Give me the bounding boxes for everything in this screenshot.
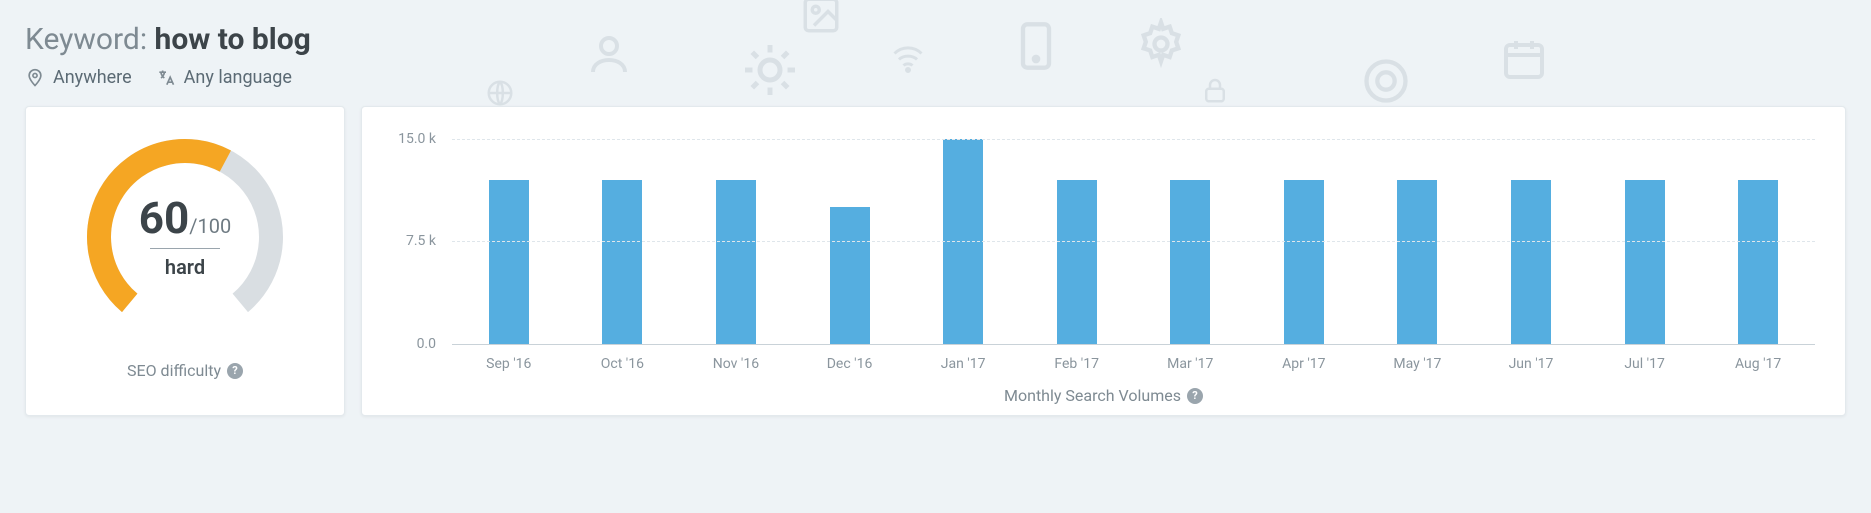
chart-caption: Monthly Search Volumes ? [392, 378, 1815, 405]
score-value: 60 [139, 192, 190, 244]
header: Keyword: how to blog Anywhere Any langua… [0, 0, 1871, 106]
x-tick-label: Apr '17 [1247, 348, 1361, 378]
filters-row: Anywhere Any language [25, 67, 1846, 88]
location-filter[interactable]: Anywhere [25, 67, 132, 88]
bar-slot [793, 125, 907, 344]
x-axis: Sep '16Oct '16Nov '16Dec '16Jan '17Feb '… [452, 348, 1815, 378]
language-value: Any language [184, 67, 292, 88]
help-icon[interactable]: ? [227, 363, 243, 379]
x-tick-label: Oct '16 [566, 348, 680, 378]
x-tick-label: Dec '16 [793, 348, 907, 378]
y-tick-label: 0.0 [417, 336, 436, 352]
x-tick-label: Jan '17 [906, 348, 1020, 378]
bar-slot [906, 125, 1020, 344]
x-tick-label: Jul '17 [1588, 348, 1702, 378]
location-value: Anywhere [53, 67, 132, 88]
keyword-label: Keyword: [25, 22, 147, 57]
chart-area: 0.0 7.5 k 15.0 k Sep '16Oct '16Nov '16Dec … [392, 125, 1815, 378]
help-icon[interactable]: ? [1187, 388, 1203, 404]
bar-slot [1361, 125, 1475, 344]
bar[interactable] [1738, 180, 1778, 344]
x-tick-label: Sep '16 [452, 348, 566, 378]
bar-slot [1474, 125, 1588, 344]
bar-slot [1588, 125, 1702, 344]
score-divider [150, 248, 220, 249]
x-tick-label: Feb '17 [1020, 348, 1134, 378]
bar-slot [1020, 125, 1134, 344]
bar[interactable] [1057, 180, 1097, 344]
location-pin-icon [25, 68, 45, 88]
y-axis: 0.07.5 k15.0 k [392, 125, 446, 344]
keyword-title: Keyword: how to blog [25, 22, 1846, 57]
bar[interactable] [1511, 180, 1551, 344]
bar[interactable] [1170, 180, 1210, 344]
bar-slot [1701, 125, 1815, 344]
score-max: /100 [189, 214, 231, 238]
gauge-caption: SEO difficulty ? [127, 361, 243, 380]
score-label: hard [165, 255, 205, 279]
bar[interactable] [830, 207, 870, 344]
score-line: 60/100 [139, 196, 231, 240]
bar[interactable] [489, 180, 529, 344]
bar[interactable] [602, 180, 642, 344]
x-tick-label: Mar '17 [1133, 348, 1247, 378]
bar-slot [1133, 125, 1247, 344]
gauge-caption-text: SEO difficulty [127, 361, 221, 380]
x-tick-label: May '17 [1361, 348, 1475, 378]
bar[interactable] [1625, 180, 1665, 344]
bar-slot [679, 125, 793, 344]
bars-container [452, 125, 1815, 344]
search-volume-card: 0.0 7.5 k 15.0 k Sep '16Oct '16Nov '16Dec … [361, 106, 1846, 416]
bar-slot [452, 125, 566, 344]
bar[interactable] [716, 180, 756, 344]
x-tick-label: Jun '17 [1474, 348, 1588, 378]
chart-caption-text: Monthly Search Volumes [1004, 386, 1181, 405]
bar[interactable] [1397, 180, 1437, 344]
x-tick-label: Nov '16 [679, 348, 793, 378]
bar-slot [1247, 125, 1361, 344]
gauge: 60/100 hard [75, 127, 295, 347]
seo-difficulty-card: 60/100 hard SEO difficulty ? [25, 106, 345, 416]
language-icon [156, 68, 176, 88]
y-tick-label: 15.0 k [398, 131, 436, 147]
bar-slot [566, 125, 680, 344]
x-tick-label: Aug '17 [1701, 348, 1815, 378]
y-tick-label: 7.5 k [406, 233, 436, 249]
language-filter[interactable]: Any language [156, 67, 292, 88]
keyword-value: how to blog [155, 22, 311, 57]
bar[interactable] [1284, 180, 1324, 344]
